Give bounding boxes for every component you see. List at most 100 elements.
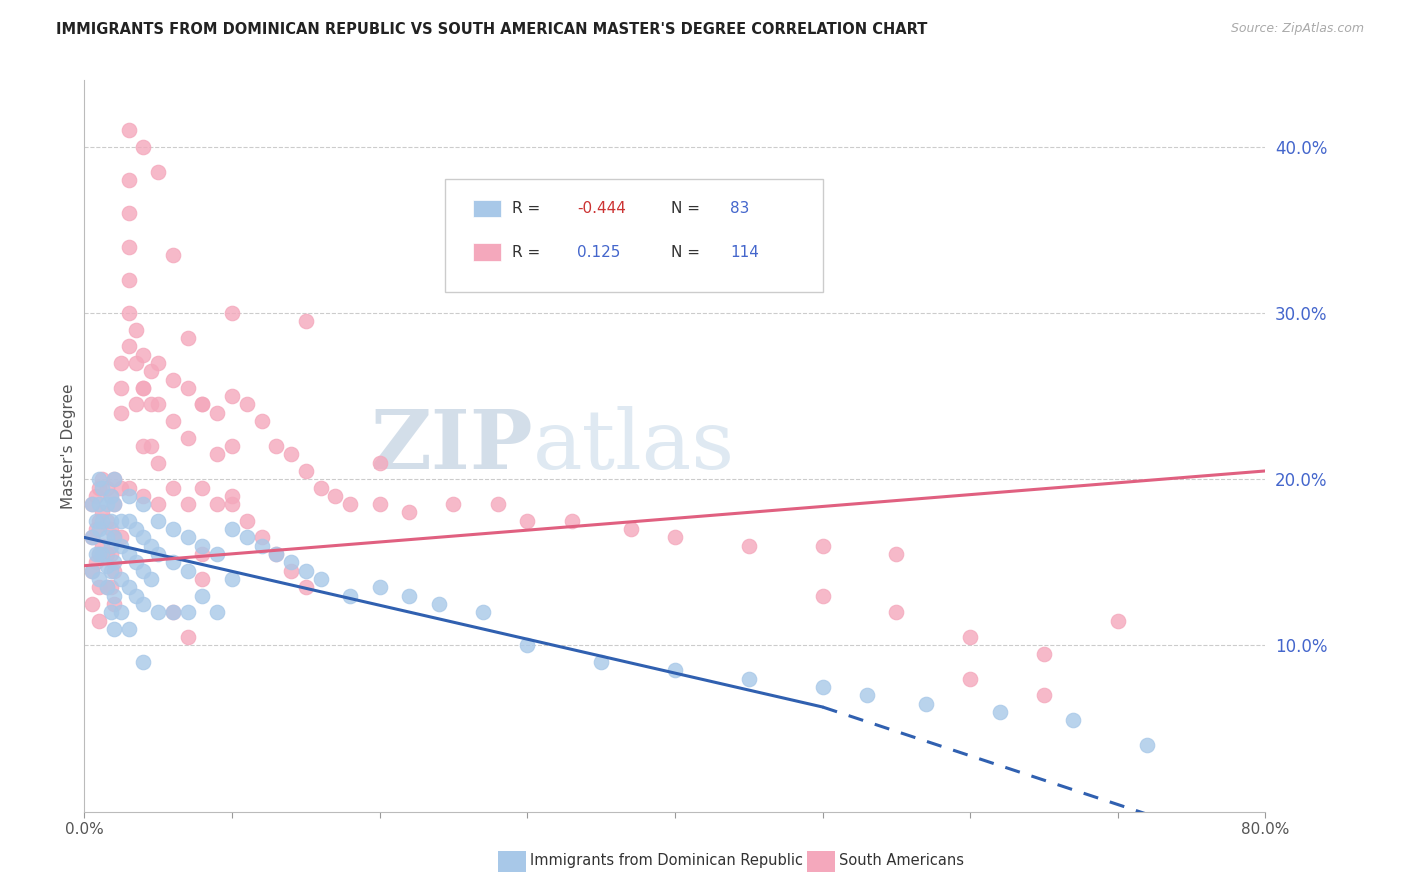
Point bbox=[914, 697, 936, 711]
Point bbox=[132, 497, 155, 511]
Point bbox=[132, 564, 155, 578]
Point bbox=[177, 605, 200, 619]
Point bbox=[139, 397, 162, 411]
Text: Source: ZipAtlas.com: Source: ZipAtlas.com bbox=[1230, 22, 1364, 36]
Point bbox=[472, 605, 495, 619]
Point bbox=[132, 655, 155, 669]
Point bbox=[191, 547, 214, 561]
Point bbox=[84, 555, 107, 569]
Text: 0.125: 0.125 bbox=[576, 244, 620, 260]
Point bbox=[323, 489, 347, 503]
Point bbox=[96, 530, 118, 544]
Point bbox=[110, 514, 132, 528]
Text: 83: 83 bbox=[730, 201, 749, 216]
Point bbox=[125, 589, 148, 603]
Point bbox=[148, 497, 170, 511]
Point bbox=[1107, 614, 1129, 628]
Point bbox=[1136, 738, 1159, 752]
Point bbox=[132, 140, 155, 154]
Point bbox=[959, 630, 981, 644]
Point bbox=[110, 572, 132, 586]
Point bbox=[89, 514, 111, 528]
Point bbox=[118, 273, 141, 287]
Point bbox=[619, 522, 641, 536]
Point bbox=[811, 539, 834, 553]
Point bbox=[191, 572, 214, 586]
Text: ZIP: ZIP bbox=[371, 406, 533, 486]
Point bbox=[339, 589, 361, 603]
Point bbox=[89, 580, 111, 594]
Point bbox=[100, 522, 122, 536]
Point bbox=[110, 356, 132, 370]
Point bbox=[91, 547, 114, 561]
Point bbox=[80, 597, 103, 611]
Point bbox=[177, 630, 200, 644]
Point bbox=[118, 481, 141, 495]
Point bbox=[89, 614, 111, 628]
Point bbox=[886, 605, 908, 619]
FancyBboxPatch shape bbox=[472, 244, 502, 261]
Point bbox=[118, 489, 141, 503]
Point bbox=[162, 414, 184, 428]
Point bbox=[221, 572, 243, 586]
Point bbox=[250, 530, 273, 544]
Point bbox=[148, 456, 170, 470]
Point bbox=[100, 605, 122, 619]
Point bbox=[148, 397, 170, 411]
Point bbox=[96, 514, 118, 528]
Point bbox=[125, 356, 148, 370]
Point bbox=[125, 397, 148, 411]
Point bbox=[177, 331, 200, 345]
Point bbox=[264, 547, 288, 561]
Point bbox=[139, 572, 162, 586]
Point bbox=[103, 497, 125, 511]
Point bbox=[103, 564, 125, 578]
Point bbox=[125, 555, 148, 569]
Point bbox=[80, 497, 103, 511]
Point bbox=[236, 514, 259, 528]
Point bbox=[118, 306, 141, 320]
Point bbox=[162, 372, 184, 386]
Point bbox=[132, 381, 155, 395]
Text: N =: N = bbox=[671, 244, 706, 260]
Point bbox=[236, 530, 259, 544]
Point bbox=[162, 522, 184, 536]
Point bbox=[148, 164, 170, 178]
Point bbox=[368, 580, 391, 594]
Point bbox=[96, 558, 118, 573]
Point bbox=[191, 397, 214, 411]
Point bbox=[309, 572, 332, 586]
Point bbox=[162, 481, 184, 495]
Point bbox=[89, 472, 111, 486]
Point bbox=[132, 381, 155, 395]
Point bbox=[118, 123, 141, 137]
Point bbox=[84, 547, 107, 561]
Point bbox=[84, 522, 107, 536]
Point bbox=[162, 248, 184, 262]
Text: R =: R = bbox=[512, 201, 546, 216]
Point bbox=[264, 547, 288, 561]
Y-axis label: Master's Degree: Master's Degree bbox=[60, 384, 76, 508]
Point bbox=[205, 406, 228, 420]
Point bbox=[295, 314, 318, 328]
Point bbox=[148, 356, 170, 370]
Point bbox=[89, 522, 111, 536]
Point bbox=[205, 497, 228, 511]
Point bbox=[368, 497, 391, 511]
Point bbox=[84, 514, 107, 528]
Point bbox=[560, 514, 583, 528]
Point bbox=[516, 639, 538, 653]
Point bbox=[118, 239, 141, 253]
Point bbox=[368, 456, 391, 470]
Point bbox=[280, 555, 302, 569]
Point bbox=[103, 589, 125, 603]
Point bbox=[110, 605, 132, 619]
Point bbox=[139, 439, 162, 453]
Point bbox=[103, 472, 125, 486]
Point bbox=[91, 514, 114, 528]
Point bbox=[103, 555, 125, 569]
Point bbox=[177, 431, 200, 445]
Point bbox=[118, 173, 141, 187]
Point bbox=[132, 489, 155, 503]
Point bbox=[738, 539, 761, 553]
